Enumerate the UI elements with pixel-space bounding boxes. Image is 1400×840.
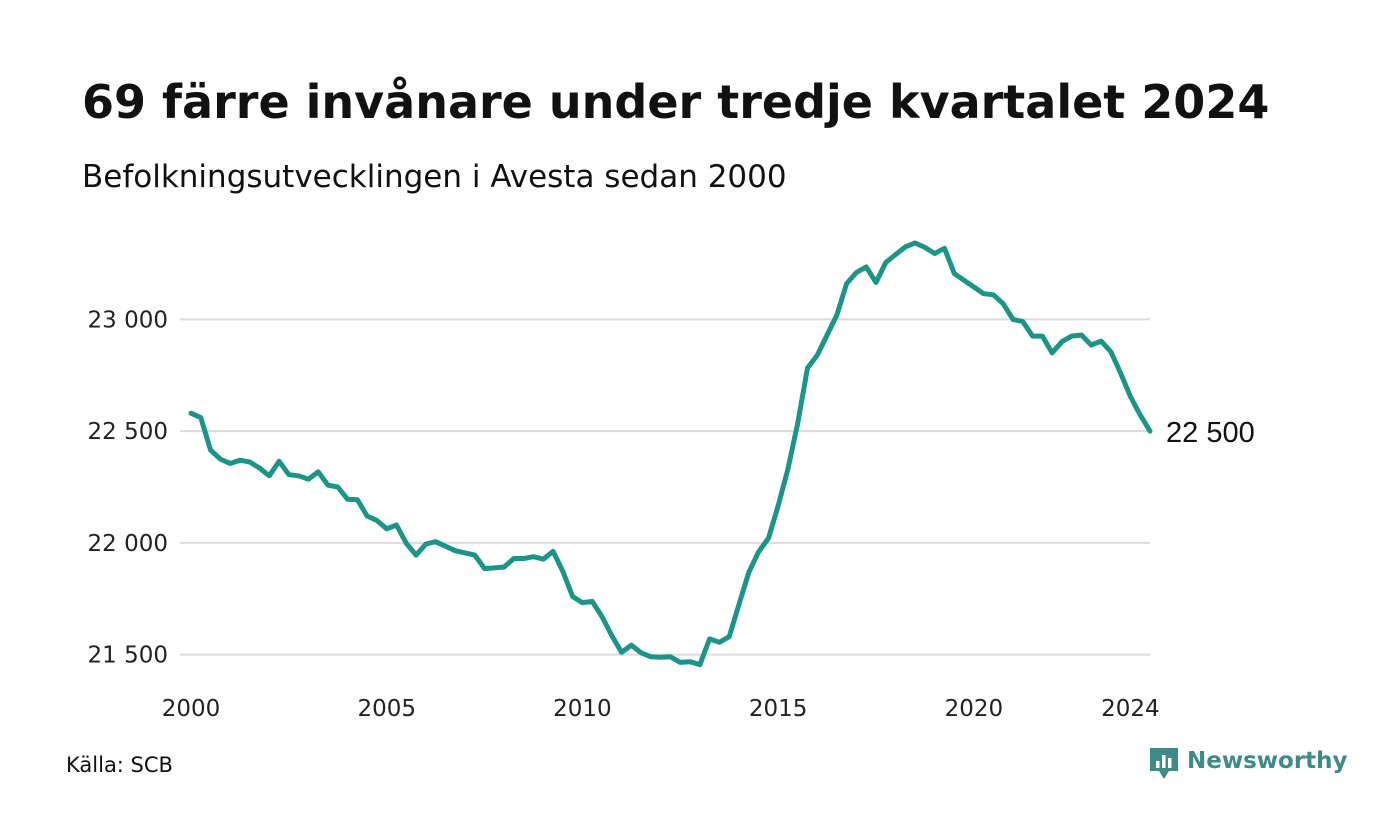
source-note: Källa: SCB — [66, 753, 173, 777]
y-tick-label: 21 500 — [88, 643, 168, 669]
end-value-label: 22 500 — [1166, 417, 1255, 449]
x-tick-label: 2020 — [945, 696, 1004, 722]
population-series-line — [188, 240, 1153, 668]
x-axis-ticks: 2000 2005 2010 2015 2020 2024 — [162, 696, 1160, 722]
newsworthy-logo-icon — [1150, 748, 1178, 779]
x-tick-label: 2005 — [357, 696, 416, 722]
y-tick-label: 23 000 — [88, 307, 168, 333]
gridlines — [180, 318, 1150, 656]
x-tick-label: 2015 — [749, 696, 808, 722]
x-tick-label: 2010 — [553, 696, 612, 722]
x-tick-label: 2000 — [162, 696, 221, 722]
brand-name: Newsworthy — [1187, 748, 1348, 774]
y-tick-label: 22 500 — [88, 419, 168, 445]
chart-title: 69 färre invånare under tredje kvartalet… — [82, 75, 1269, 129]
series-layer — [188, 240, 1153, 668]
x-tick-label: 2024 — [1101, 696, 1160, 722]
y-axis-ticks: 21 500 22 000 22 500 23 000 — [88, 307, 168, 668]
y-tick-label: 22 000 — [88, 531, 168, 557]
chart-subtitle: Befolkningsutvecklingen i Avesta sedan 2… — [82, 159, 787, 195]
